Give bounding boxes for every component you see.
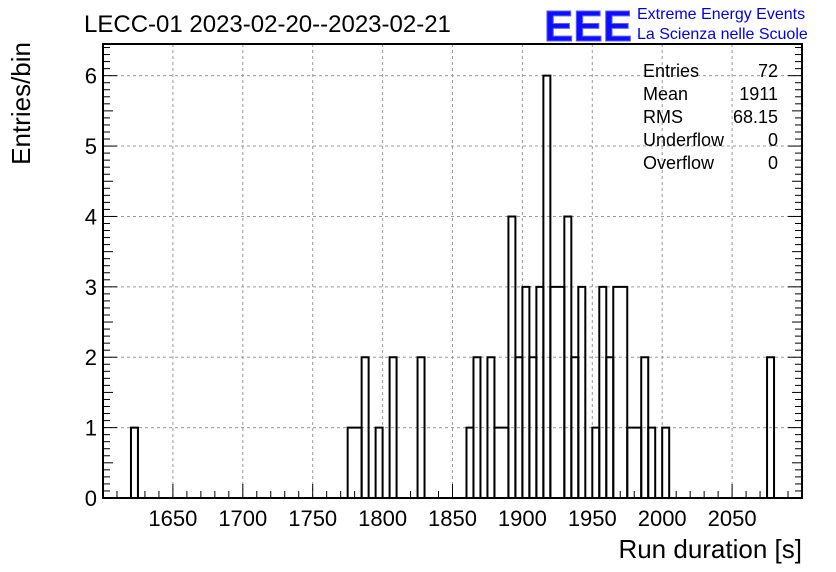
histogram-bar <box>612 285 629 498</box>
histogram-bar <box>360 356 370 498</box>
y-axis-title: Entries/bin <box>6 42 36 165</box>
grid <box>103 44 802 498</box>
axis-ticks <box>102 47 803 499</box>
y-tick-label: 0 <box>85 486 97 511</box>
x-tick-label: 1850 <box>428 506 477 531</box>
histogram-series <box>129 74 776 498</box>
stats-value: 0 <box>768 153 778 173</box>
histogram-bar <box>374 426 384 498</box>
histogram-bar <box>647 426 657 498</box>
histogram-bar <box>416 356 426 498</box>
y-tick-label: 1 <box>85 416 97 441</box>
stats-value: 1911 <box>739 84 778 104</box>
y-tick-label: 5 <box>85 134 97 159</box>
logo-line-1: Extreme Energy Events <box>637 6 805 23</box>
y-tick-label: 4 <box>85 204 97 229</box>
x-tick-label: 1800 <box>358 506 407 531</box>
x-tick-label: 1750 <box>288 506 337 531</box>
histogram-bar <box>388 356 398 498</box>
histogram-bar <box>661 426 671 498</box>
stats-label: Underflow <box>643 130 725 150</box>
x-tick-label: 2000 <box>638 506 687 531</box>
stats-box: Entries 72 Mean 1911 RMS 68.15 Underflow 0 Overf… <box>643 61 778 173</box>
stats-value: 0 <box>768 130 778 150</box>
stats-label: Entries <box>643 61 699 81</box>
histogram-bar <box>766 356 776 498</box>
x-tick-label: 1700 <box>218 506 267 531</box>
logo-line-2: La Scienza nelle Scuole <box>637 26 808 43</box>
histogram-bar <box>577 285 587 498</box>
x-axis-title: Run duration [s] <box>618 534 802 564</box>
x-tick-label: 1650 <box>148 506 197 531</box>
stats-label: RMS <box>643 107 683 127</box>
x-tick-label: 1950 <box>568 506 617 531</box>
x-tick-label: 1900 <box>498 506 547 531</box>
histogram-bar <box>472 356 482 498</box>
chart-title: LECC-01 2023-02-20--2023-02-21 <box>84 11 451 38</box>
stats-value: 72 <box>758 61 778 81</box>
y-tick-label: 6 <box>85 64 97 89</box>
eee-logo: EEE Extreme Energy Events La Scienza nel… <box>544 2 808 52</box>
y-tick-label: 3 <box>85 275 97 300</box>
stats-label: Mean <box>643 84 688 104</box>
stats-label: Overflow <box>643 153 715 173</box>
y-tick-label: 2 <box>85 345 97 370</box>
stats-value: 68.15 <box>733 107 778 127</box>
tick-labels: 1650 1700 1750 1800 1850 1900 1950 2000 2050 0 1 2 3… <box>85 64 757 531</box>
histogram-bar <box>129 426 139 498</box>
x-tick-label: 2050 <box>708 506 757 531</box>
